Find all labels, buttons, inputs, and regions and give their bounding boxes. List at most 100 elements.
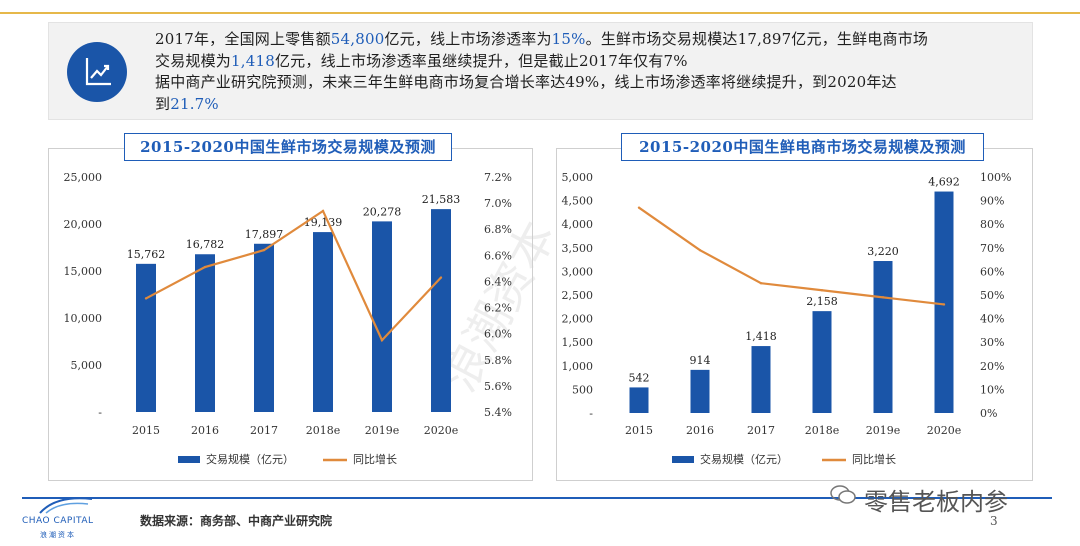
bar [934,191,954,413]
left-axis-tick-label: 3,000 [562,265,594,278]
summary-line-3: 据中商产业研究院预测，未来三年生鲜电商市场复合增长率达49%，线上市场渗透率将继… [155,73,897,91]
left-axis-tick-label: 15,000 [64,265,103,278]
bar [254,243,274,412]
growth-point [439,276,443,279]
summary-box: 2017年，全国网上零售额54,800亿元，线上市场渗透率为15%。生鲜市场交易… [48,22,1033,120]
logo-text-en: CHAO CAPITAL [22,516,94,526]
left-axis-tick-label: 4,000 [562,218,594,231]
category-tick-label: 2015 [132,424,160,437]
legend-label-bar: 交易规模（亿元） [700,452,788,466]
left-axis-tick-label: 2,000 [562,313,594,326]
growth-point [144,297,148,300]
left-axis-tick-label: 20,000 [64,218,103,231]
bar-data-label: 15,762 [127,248,166,261]
legend-label-line: 同比增长 [353,452,397,466]
bar-data-label: 4,692 [928,176,960,189]
right-axis-tick-label: 7.0% [484,197,512,210]
left-axis-tick-label: 5,000 [562,171,594,184]
trend-icon [67,42,127,102]
bar-data-label: 1,418 [745,330,777,343]
bar [690,369,710,413]
right-axis-tick-label: 100% [980,171,1011,184]
bar [313,232,333,412]
category-tick-label: 2018e [306,424,341,437]
right-axis-tick-label: 6.8% [484,223,512,236]
right-axis-tick-label: 7.2% [484,171,512,184]
growth-point [203,265,207,269]
growth-point [820,289,824,292]
left-axis-tick-label: 500 [572,383,593,396]
growth-point [698,248,702,252]
growth-point [321,209,325,213]
bar [431,209,451,412]
right-axis-tick-label: 50% [980,289,1004,302]
right-axis-tick-label: 80% [980,218,1004,231]
right-axis-tick-label: 70% [980,242,1004,255]
right-axis-tick-label: 40% [980,313,1004,326]
category-tick-label: 2017 [250,424,278,437]
category-tick-label: 2017 [747,424,775,437]
growth-point [759,282,763,285]
growth-point [637,206,641,209]
growth-point [942,303,946,306]
legend-swatch-bar [672,456,694,463]
top-rule [0,12,1080,14]
logo-text-cn: 浪潮资本 [40,531,76,539]
bar-data-label: 542 [629,371,650,384]
bar-data-label: 3,220 [867,245,899,258]
right-axis-tick-label: 6.0% [484,328,512,341]
growth-line [145,209,442,343]
growth-point [881,296,885,299]
bar-data-label: 2,158 [806,295,838,308]
legend-swatch-bar [178,456,200,463]
summary-line-1: 2017年，全国网上零售额54,800亿元，线上市场渗透率为15%。生鲜市场交易… [155,30,929,48]
wechat-icon [830,485,856,505]
right-axis-tick-label: 6.4% [484,275,512,288]
bar-data-label: 21,583 [422,193,461,206]
bar-data-label: 16,782 [186,238,225,251]
left-axis-tick-label: 3,500 [562,242,594,255]
bar [136,263,156,412]
left-axis-tick-label: 1,000 [562,360,594,373]
right-axis-tick-label: 6.6% [484,249,512,262]
page-number: 3 [990,514,998,528]
chart-title-fresh-ecommerce: 2015-2020中国生鲜电商市场交易规模及预测 [621,133,984,161]
bar [372,221,392,412]
summary-line-2: 交易规模为1,418亿元，线上市场渗透率虽继续提升，但是截止2017年仅有7% [155,51,688,70]
bar [751,346,771,413]
right-axis-tick-label: 5.6% [484,380,512,393]
bar [873,261,893,413]
right-axis-tick-label: 6.2% [484,302,512,315]
left-axis-tick-label: - [589,407,593,420]
right-axis-tick-label: 10% [980,383,1004,396]
bar-data-label: 20,278 [363,205,402,218]
bar [812,311,832,413]
chao-capital-logo [36,493,96,515]
wechat-account: 零售老板内参 [826,482,1008,517]
right-axis-tick-label: 20% [980,360,1004,373]
left-axis-tick-label: - [98,406,102,419]
right-axis-tick-label: 90% [980,195,1004,208]
category-tick-label: 2018e [805,424,840,437]
left-axis-tick-label: 4,500 [562,195,594,208]
bar-data-label: 17,897 [245,228,284,241]
right-axis-tick-label: 0% [980,407,997,420]
data-source: 数据来源：商务部、中商产业研究院 [140,514,333,528]
category-tick-label: 2015 [625,424,653,437]
left-axis-tick-label: 10,000 [64,312,103,325]
left-axis-tick-label: 25,000 [64,171,103,184]
legend-label-bar: 交易规模（亿元） [206,452,294,466]
category-tick-label: 2020e [424,424,459,437]
category-tick-label: 2020e [927,424,962,437]
right-axis-tick-label: 60% [980,265,1004,278]
wechat-account-name: 零售老板内参 [864,488,1008,516]
growth-point [262,248,266,252]
category-tick-label: 2019e [365,424,400,437]
chart-2: - 500 1,000 1,500 2,000 2,500 3,000 3,500 4,000 4… [562,171,1012,466]
growth-point [380,338,384,342]
left-axis-tick-label: 2,500 [562,289,594,302]
chart-1: - 5,000 10,000 15,000 20,000 25,000 5.4% 5.6% 5.… [64,171,512,466]
summary-text: 2017年，全国网上零售额54,800亿元，线上市场渗透率为15%。生鲜市场交易… [155,29,1025,115]
summary-line-4: 到21.7% [155,94,219,113]
